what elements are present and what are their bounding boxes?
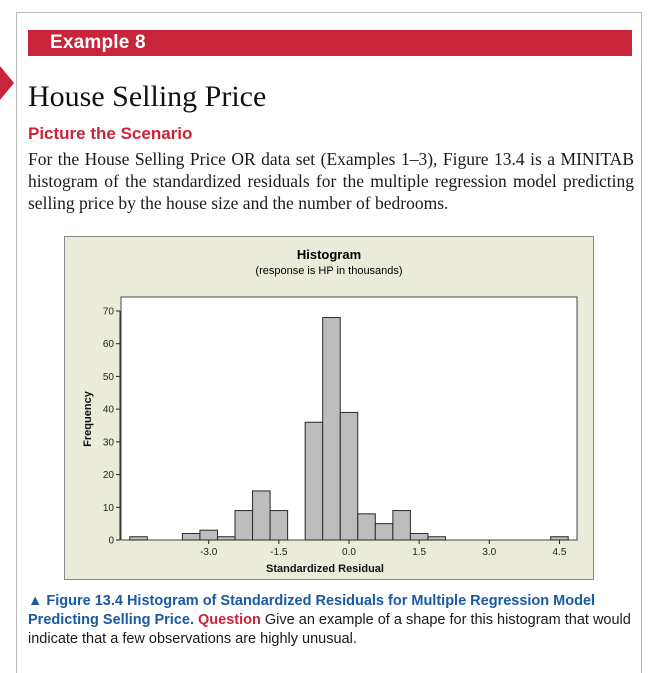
histogram-bar [129, 536, 148, 541]
histogram-bar [269, 510, 289, 541]
y-tick-label: 70 [103, 307, 115, 318]
histogram-bar [216, 536, 236, 541]
histogram-bar [392, 510, 411, 541]
histogram-bar [199, 529, 218, 541]
caption-lead: ▲ Figure 13.4 Histogram of Standardized … [28, 593, 596, 628]
x-tick-label: -1.5 [270, 547, 288, 558]
x-tick-label: -3.0 [200, 547, 218, 558]
scenario-heading: Picture the Scenario [28, 124, 193, 143]
section-marker [0, 66, 14, 100]
scenario-paragraph: For the House Selling Price OR data set … [28, 149, 634, 213]
histogram-bar [409, 532, 429, 541]
page-title: House Selling Price [28, 80, 267, 113]
chart-subtitle: (response is HP in thousands) [255, 265, 402, 277]
example-banner: Example 8 [28, 30, 632, 56]
y-tick-label: 50 [103, 372, 115, 383]
histogram-bar [427, 536, 446, 541]
histogram-bar [374, 523, 394, 541]
x-tick-label: 1.5 [412, 547, 426, 558]
histogram-bar [322, 317, 341, 541]
y-tick-label: 10 [103, 503, 115, 514]
page-frame [16, 12, 642, 673]
y-tick-label: 60 [103, 339, 115, 350]
y-tick-label: 30 [103, 437, 115, 448]
histogram-bar [181, 532, 201, 541]
histogram-bar [234, 510, 254, 541]
histogram-bar [357, 513, 376, 541]
y-tick-label: 0 [108, 536, 114, 547]
x-tick-label: 4.5 [553, 547, 567, 558]
caption-question-text: Give an example of a shape for this hist… [28, 612, 631, 647]
figure-caption: ▲ Figure 13.4 Histogram of Standardized … [28, 592, 634, 649]
y-axis-label: Frequency [82, 390, 94, 447]
example-label: Example 8 [50, 32, 146, 53]
histogram-figure: Histogram (response is HP in thousands) … [64, 236, 594, 580]
histogram-chart: Histogram (response is HP in thousands) … [82, 247, 578, 575]
histogram-bar [339, 411, 359, 541]
x-tick-label: 0.0 [342, 547, 356, 558]
histogram-bar [550, 536, 569, 541]
y-tick-label: 40 [103, 405, 115, 416]
y-tick-label: 20 [103, 470, 115, 481]
x-axis-label: Standardized Residual [266, 563, 384, 575]
histogram-bar [252, 490, 271, 541]
x-tick-label: 3.0 [482, 547, 496, 558]
histogram-bar [304, 421, 324, 541]
chart-title: Histogram [297, 247, 361, 262]
caption-question-label: Question [198, 612, 261, 628]
